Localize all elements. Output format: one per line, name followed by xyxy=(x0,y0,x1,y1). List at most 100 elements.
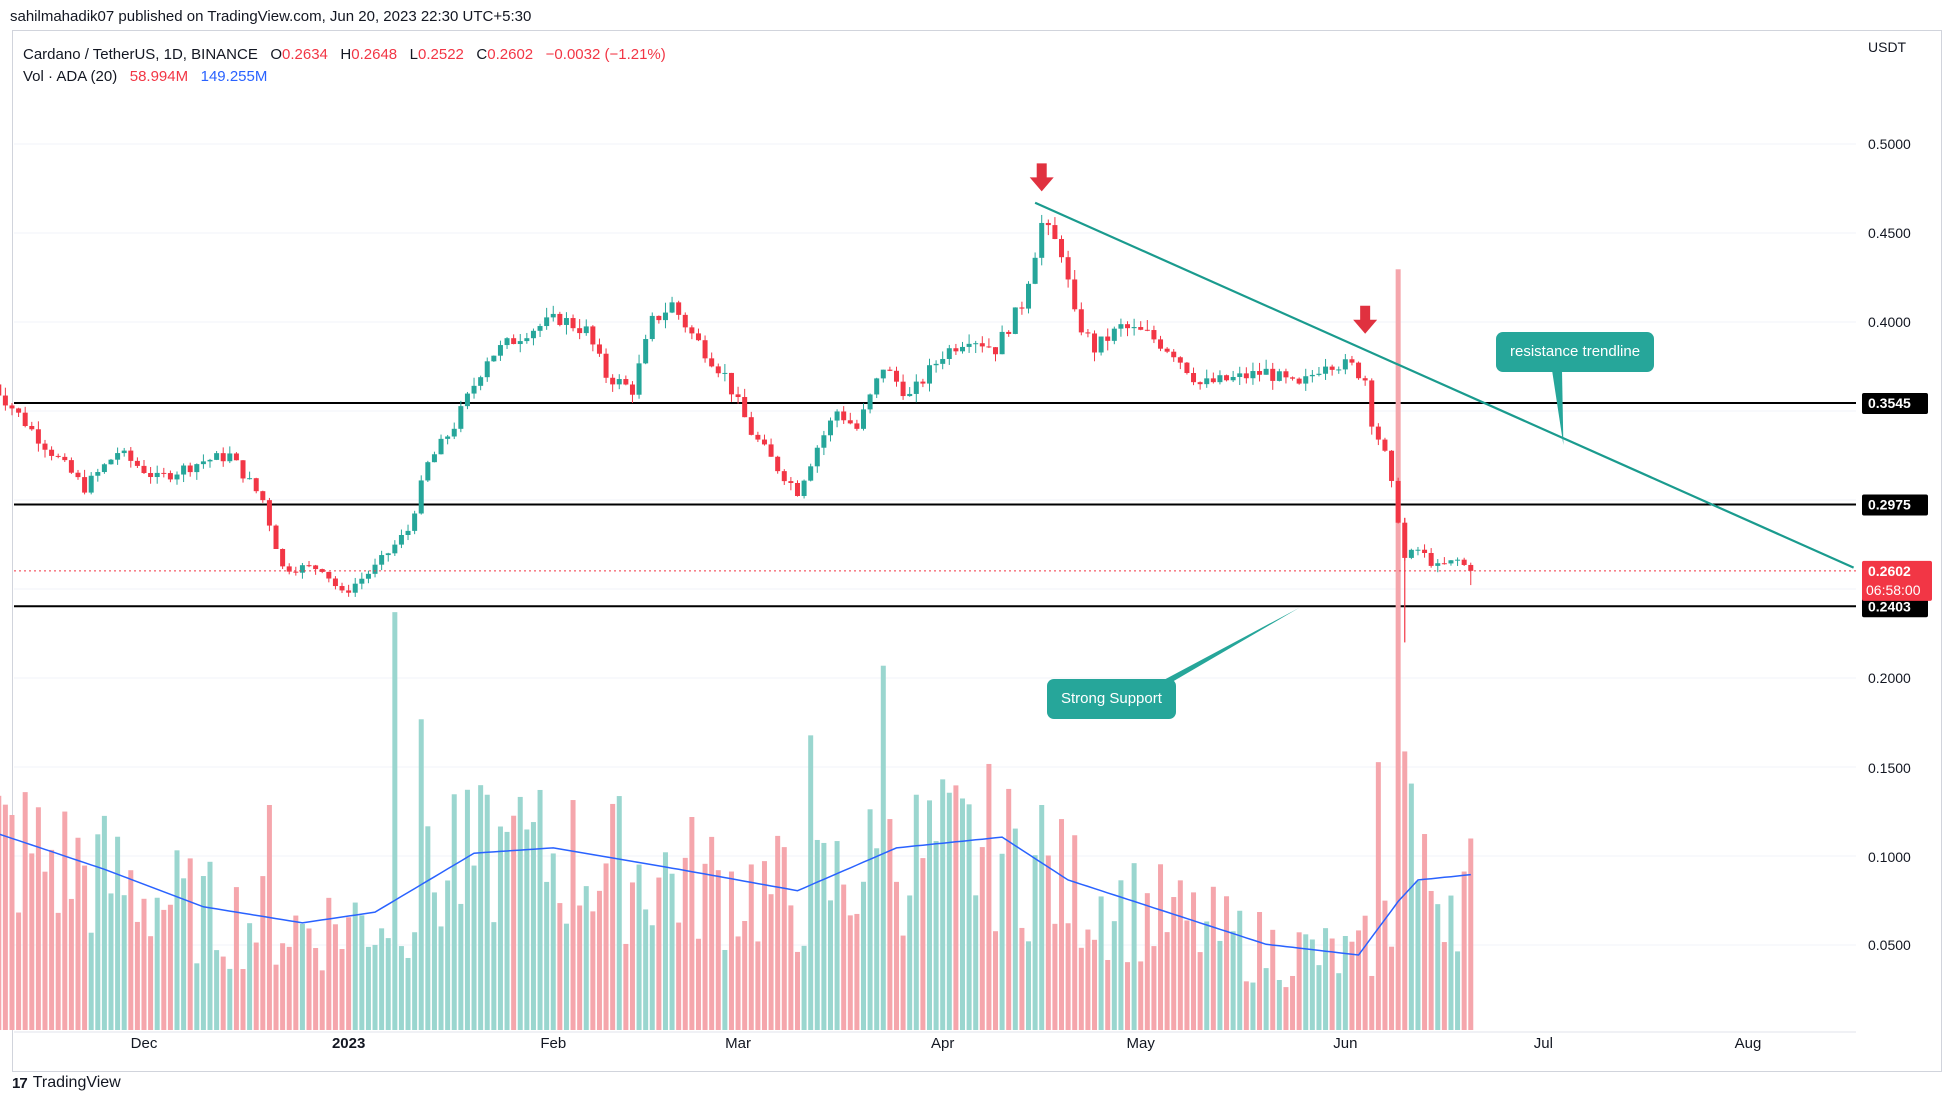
candle-body xyxy=(1237,373,1243,377)
volume-bar xyxy=(313,948,319,1030)
volume-bar xyxy=(854,913,860,1030)
candle-body xyxy=(82,477,88,493)
candle-body xyxy=(1092,333,1098,353)
volume-bar xyxy=(1224,896,1230,1030)
candle-body xyxy=(933,363,939,366)
candle-body xyxy=(577,328,583,334)
volume-bar xyxy=(827,900,833,1030)
volume-bar xyxy=(649,925,655,1030)
candle-body xyxy=(181,465,187,475)
candle-body xyxy=(702,340,708,359)
volume-bar xyxy=(418,719,424,1030)
volume-bar xyxy=(1092,939,1098,1030)
candle-body xyxy=(1204,378,1210,385)
volume-bar xyxy=(445,880,451,1030)
volume-bar xyxy=(570,800,576,1030)
volume-bar xyxy=(1144,893,1150,1030)
volume-bar xyxy=(101,815,107,1030)
candle-body xyxy=(207,459,213,462)
volume-bar xyxy=(557,903,563,1030)
volume-bar xyxy=(814,839,820,1030)
volume-bar xyxy=(200,876,206,1030)
candle-body xyxy=(451,428,457,437)
time-tick-label: 2023 xyxy=(332,1035,365,1052)
arrow-markers xyxy=(1029,163,1378,334)
candle-body xyxy=(1448,560,1454,564)
tradingview-brand[interactable]: 17 TradingView xyxy=(12,1074,121,1092)
volume-bar xyxy=(1052,923,1058,1030)
candle-body xyxy=(1329,366,1335,370)
candle-body xyxy=(1276,371,1282,381)
brand-name: TradingView xyxy=(32,1074,121,1091)
candle-body xyxy=(603,353,609,378)
candle-body xyxy=(1230,376,1236,381)
volume-bar xyxy=(1435,904,1441,1030)
resistance-trendline-callout: resistance trendline xyxy=(1496,332,1655,372)
candle-body xyxy=(979,343,985,347)
volume-bar xyxy=(181,878,187,1030)
volume-bar xyxy=(669,873,675,1030)
volume-bar xyxy=(1065,923,1071,1030)
candle-body xyxy=(504,338,510,346)
candle-body xyxy=(643,339,649,364)
candle-body xyxy=(1026,283,1032,309)
volume-bar xyxy=(491,922,497,1030)
time-tick-label: Aug xyxy=(1735,1035,1762,1052)
candle-body xyxy=(1270,368,1276,381)
volume-bar xyxy=(933,841,939,1030)
volume-bar xyxy=(273,964,279,1030)
volume-bar xyxy=(953,785,959,1030)
volume-bar xyxy=(530,822,536,1030)
candle-body xyxy=(920,381,926,384)
volume-bar xyxy=(524,829,530,1030)
candle-body xyxy=(1045,222,1051,226)
volume-bar xyxy=(431,892,437,1030)
volume-bar xyxy=(35,807,41,1030)
volume-bar xyxy=(511,815,517,1030)
volume-bar xyxy=(504,831,510,1030)
volume-bar xyxy=(1039,805,1045,1030)
candle-body xyxy=(1158,339,1164,349)
volume-bar xyxy=(643,909,649,1030)
volume-bar xyxy=(299,923,305,1030)
volume-bar xyxy=(960,798,966,1030)
volume-bar xyxy=(537,789,543,1030)
candle-body xyxy=(1131,327,1137,329)
volume-bar xyxy=(1171,897,1177,1030)
candle-body xyxy=(1111,328,1117,341)
candle-body xyxy=(1296,378,1302,384)
time-tick-label: Feb xyxy=(540,1035,566,1052)
candle-body xyxy=(484,361,490,378)
volume-bar xyxy=(610,803,616,1030)
candle-body xyxy=(1349,359,1355,363)
volume-bar xyxy=(629,882,635,1030)
candle-body xyxy=(834,411,840,421)
candles xyxy=(0,214,1474,643)
volume-bar xyxy=(247,923,253,1030)
volume-bar xyxy=(1191,892,1197,1030)
chart-frame xyxy=(12,30,1942,1072)
volume-bar xyxy=(55,912,61,1030)
volume-bar xyxy=(742,921,748,1030)
time-tick-label: Jun xyxy=(1333,1035,1357,1052)
volume-bar xyxy=(801,945,807,1030)
candle-body xyxy=(563,318,569,325)
candle-body xyxy=(115,453,121,460)
volume-bar xyxy=(22,792,28,1030)
price-tick-label: 0.1000 xyxy=(1868,849,1911,865)
volume-bar xyxy=(1461,871,1467,1030)
volume-bar xyxy=(1138,961,1144,1030)
volume-bar xyxy=(0,795,2,1030)
candle-body xyxy=(999,331,1005,355)
volume-bar xyxy=(346,917,352,1030)
volume-bar xyxy=(405,957,411,1030)
candle-body xyxy=(398,534,404,545)
candle-body xyxy=(940,358,946,364)
candle-body xyxy=(827,420,833,436)
volume-bar xyxy=(616,796,622,1030)
volume-bar xyxy=(907,895,913,1030)
candle-body xyxy=(788,481,794,483)
candle-body xyxy=(352,583,358,593)
volume-bar xyxy=(451,794,457,1030)
